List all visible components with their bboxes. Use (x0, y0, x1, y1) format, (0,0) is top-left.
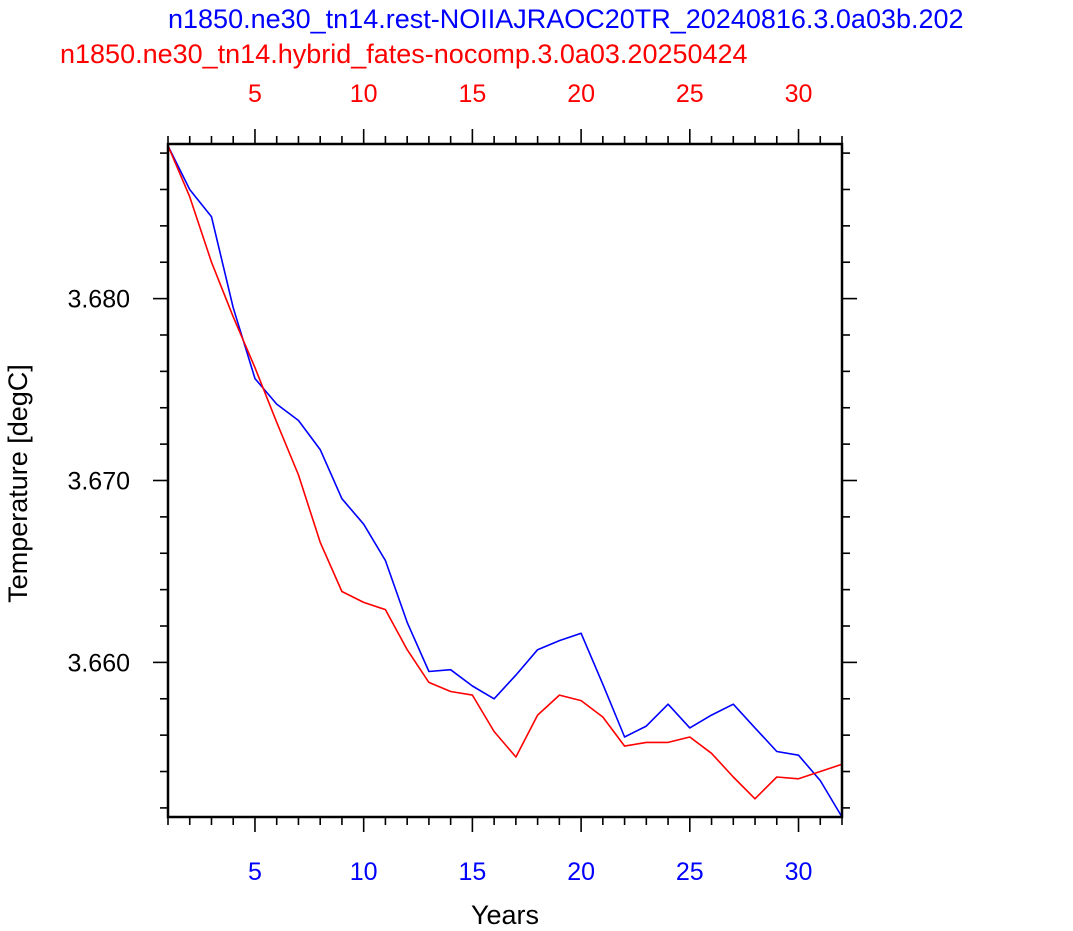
x-tick-label-bottom: 30 (785, 858, 813, 886)
x-tick-label-top: 15 (458, 80, 486, 108)
x-tick-label-top: 30 (785, 80, 813, 108)
x-tick-label-bottom: 20 (567, 858, 595, 886)
x-axis-label: Years (471, 900, 539, 930)
x-tick-label-top: 5 (248, 80, 262, 108)
series-line-red (167, 145, 843, 800)
plot-frame (166, 142, 844, 819)
chart-title-red-run: n1850.ne30_tn14.hybrid_fates-nocomp.3.0a… (60, 39, 748, 69)
x-tick-label-bottom: 10 (350, 858, 378, 886)
x-tick-label-top: 20 (567, 80, 595, 108)
y-tick-label: 3.670 (67, 468, 130, 496)
series-line-blue (167, 145, 843, 818)
chart-title-blue-run: n1850.ne30_tn14.rest-NOIIAJRAOC20TR_2024… (168, 4, 964, 34)
y-tick-label: 3.680 (67, 286, 130, 314)
x-tick-label-bottom: 25 (676, 858, 704, 886)
x-tick-label-bottom: 5 (248, 858, 262, 886)
y-tick-label: 3.660 (67, 649, 130, 677)
x-tick-label-top: 25 (676, 80, 704, 108)
x-tick-label-top: 10 (350, 80, 378, 108)
x-tick-label-bottom: 15 (458, 858, 486, 886)
y-axis-label: Temperature [degC] (3, 364, 33, 603)
